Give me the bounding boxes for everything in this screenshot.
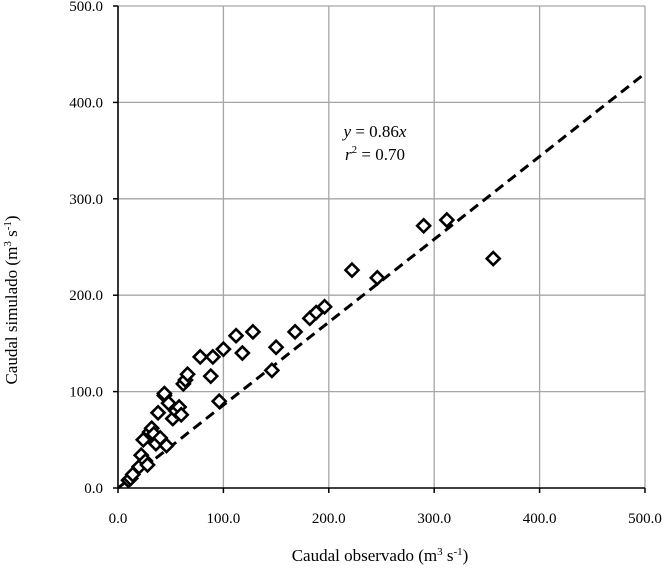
x-tick-label: 400.0 [523, 511, 557, 527]
y-tick-label: 400.0 [69, 95, 103, 111]
y-tick-labels: 0.0 100.0 200.0 300.0 400.0 500.0 [69, 0, 103, 497]
data-point [172, 406, 190, 424]
data-point [156, 385, 173, 402]
y-tick-label: 500.0 [69, 0, 103, 15]
x-tick-label: 300.0 [417, 511, 451, 527]
data-point [215, 340, 232, 358]
y-tick-label: 300.0 [69, 192, 103, 208]
data-point [139, 456, 156, 474]
data-point [227, 327, 245, 345]
data-point [234, 344, 251, 362]
data-points [120, 211, 502, 489]
data-point [244, 323, 262, 341]
data-point [484, 250, 502, 267]
data-point [286, 323, 304, 341]
y-axis-title: Caudal simulado (m3 s-1) [2, 215, 21, 384]
data-point [438, 211, 456, 229]
data-point [158, 437, 175, 454]
x-tick-label: 500.0 [628, 511, 662, 527]
grid-lines [118, 5, 646, 488]
data-point [204, 348, 222, 366]
data-point [368, 269, 386, 287]
data-point [202, 367, 220, 385]
x-tick-label: 0.0 [109, 511, 128, 527]
data-point [316, 298, 333, 316]
equation-annotation: y = 0.86x [342, 122, 407, 141]
data-point [191, 348, 209, 366]
data-point [210, 392, 228, 410]
x-tick-labels: 0.0 100.0 200.0 300.0 400.0 500.0 [109, 511, 662, 527]
r-squared-annotation: r2 = 0.70 [345, 144, 405, 164]
y-tick-label: 100.0 [69, 385, 103, 401]
x-axis-title: Caudal observado (m3 s-1) [292, 546, 469, 565]
data-point [179, 365, 196, 383]
x-tick-label: 200.0 [312, 511, 346, 527]
data-point [263, 362, 281, 379]
y-tick-label: 200.0 [69, 288, 103, 304]
data-point [343, 261, 361, 279]
data-point [415, 217, 432, 235]
data-point [149, 404, 167, 422]
data-point [267, 338, 285, 356]
x-tick-label: 100.0 [207, 511, 241, 527]
y-tick-label: 0.0 [84, 481, 103, 497]
axes [113, 5, 646, 493]
